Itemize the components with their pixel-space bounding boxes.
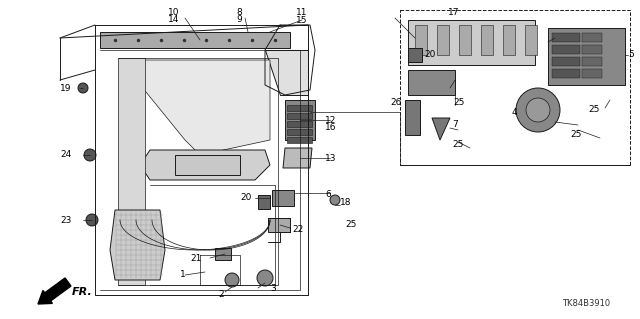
- Bar: [552, 45, 580, 54]
- Circle shape: [225, 273, 239, 287]
- FancyArrow shape: [38, 278, 71, 304]
- Text: 7: 7: [452, 120, 458, 129]
- Bar: [582, 57, 602, 66]
- Text: 20: 20: [240, 193, 252, 202]
- Text: 15: 15: [296, 16, 307, 25]
- Polygon shape: [118, 58, 145, 285]
- Bar: [272, 190, 294, 206]
- Text: 19: 19: [60, 84, 72, 93]
- Text: 22: 22: [292, 225, 303, 234]
- Text: 12: 12: [325, 116, 337, 125]
- Text: 1: 1: [180, 270, 186, 279]
- Bar: [459, 25, 471, 55]
- Bar: [287, 121, 312, 127]
- Bar: [287, 105, 312, 111]
- Polygon shape: [285, 100, 315, 140]
- Text: 25: 25: [570, 130, 581, 139]
- Text: 14: 14: [168, 15, 179, 24]
- Text: 10: 10: [168, 8, 179, 17]
- Text: 21: 21: [190, 254, 202, 263]
- Bar: [503, 25, 515, 55]
- Bar: [400, 10, 630, 165]
- Text: FR.: FR.: [72, 287, 93, 297]
- Polygon shape: [140, 150, 270, 180]
- Text: 13: 13: [325, 154, 337, 163]
- Text: 25: 25: [452, 140, 463, 149]
- Text: 23: 23: [60, 216, 72, 225]
- Polygon shape: [283, 148, 312, 168]
- Polygon shape: [110, 210, 165, 280]
- Bar: [552, 57, 580, 66]
- Bar: [552, 69, 580, 78]
- Circle shape: [516, 88, 560, 132]
- Bar: [481, 25, 493, 55]
- Text: 3: 3: [270, 284, 276, 293]
- Circle shape: [78, 83, 88, 93]
- Bar: [582, 69, 602, 78]
- Circle shape: [257, 270, 273, 286]
- Polygon shape: [432, 118, 450, 140]
- Polygon shape: [408, 20, 535, 65]
- Text: 9: 9: [236, 15, 242, 24]
- Text: 5: 5: [628, 50, 634, 59]
- Circle shape: [84, 149, 96, 161]
- Bar: [287, 137, 312, 143]
- Text: 17: 17: [448, 8, 460, 17]
- Text: 25: 25: [345, 220, 356, 229]
- Polygon shape: [100, 32, 290, 48]
- Text: 16: 16: [325, 123, 337, 132]
- Polygon shape: [408, 70, 455, 95]
- Polygon shape: [175, 155, 240, 175]
- Bar: [582, 33, 602, 42]
- Circle shape: [86, 214, 98, 226]
- Bar: [552, 33, 580, 42]
- Bar: [437, 25, 449, 55]
- Polygon shape: [405, 100, 420, 135]
- Text: 6: 6: [325, 190, 331, 199]
- Text: TK84B3910: TK84B3910: [562, 299, 610, 308]
- Polygon shape: [548, 28, 625, 85]
- Bar: [215, 248, 231, 260]
- Text: 8: 8: [236, 8, 242, 17]
- Bar: [408, 48, 422, 62]
- Text: 26: 26: [390, 98, 401, 107]
- Polygon shape: [120, 60, 270, 155]
- Bar: [268, 218, 290, 232]
- Text: 4: 4: [512, 108, 518, 117]
- Bar: [258, 195, 270, 209]
- Bar: [415, 25, 427, 55]
- Bar: [582, 45, 602, 54]
- Text: 25: 25: [588, 105, 600, 114]
- Bar: [287, 113, 312, 119]
- Text: 20: 20: [424, 50, 435, 59]
- Text: 24: 24: [60, 150, 71, 159]
- Bar: [525, 25, 537, 55]
- Polygon shape: [265, 50, 308, 95]
- Text: 25: 25: [453, 98, 465, 107]
- Text: 11: 11: [296, 8, 307, 17]
- Bar: [287, 129, 312, 135]
- Text: 2: 2: [218, 290, 223, 299]
- Circle shape: [330, 195, 340, 205]
- Circle shape: [526, 98, 550, 122]
- Text: 18: 18: [340, 198, 351, 207]
